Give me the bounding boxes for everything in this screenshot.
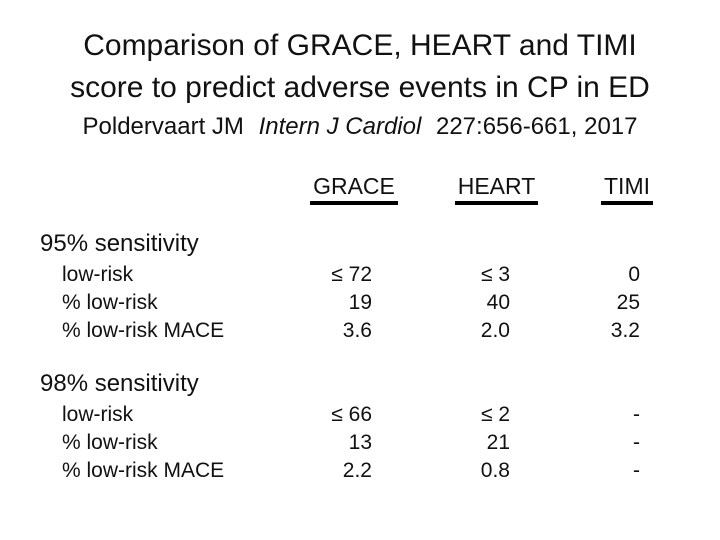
cell-heart: 21 — [486, 431, 510, 454]
column-header-heart: HEART — [453, 173, 540, 205]
section-heading-95-sensitivity: 95% sensitivity — [40, 230, 199, 257]
row-label: % low-risk MACE — [62, 459, 225, 482]
column-header-timi: TIMI — [594, 173, 660, 205]
column-header-heart-label: HEART — [454, 173, 539, 205]
cell-grace: 19 — [348, 291, 372, 314]
cell-grace: 2.2 — [342, 459, 372, 482]
slide-title: Comparison of GRACE, HEART and TIMI scor… — [0, 25, 720, 109]
citation-journal: Intern J Cardiol — [258, 113, 422, 140]
cell-heart: 0.8 — [480, 459, 510, 482]
cell-heart: 2.0 — [480, 319, 510, 342]
cell-timi: - — [633, 431, 640, 454]
row-label: % low-risk — [62, 431, 158, 454]
cell-grace: 13 — [348, 431, 372, 454]
section-heading-98-sensitivity: 98% sensitivity — [40, 370, 199, 397]
citation: Poldervaart JM Intern J Cardiol 227:656-… — [0, 111, 720, 143]
cell-timi: - — [633, 403, 640, 426]
cell-grace: 3.6 — [342, 319, 372, 342]
cell-grace: ≤ 66 — [331, 403, 372, 426]
row-label: % low-risk MACE — [62, 319, 225, 342]
title-line-2: score to predict adverse events in CP in… — [70, 71, 650, 104]
column-header-grace: GRACE — [309, 173, 399, 205]
column-header-timi-label: TIMI — [601, 173, 653, 205]
title-line-1: Comparison of GRACE, HEART and TIMI — [83, 29, 637, 62]
table-row: low-risk ≤ 72 ≤ 3 0 — [0, 261, 720, 289]
citation-authors: Poldervaart JM — [82, 113, 244, 140]
table-row: % low-risk MACE 2.2 0.8 - — [0, 457, 720, 485]
row-label: low-risk — [62, 263, 134, 286]
column-header-grace-label: GRACE — [310, 173, 398, 205]
cell-heart: 40 — [486, 291, 510, 314]
cell-timi: 25 — [616, 291, 640, 314]
cell-timi: - — [633, 459, 640, 482]
table-row: % low-risk MACE 3.6 2.0 3.2 — [0, 317, 720, 345]
table-row: low-risk ≤ 66 ≤ 2 - — [0, 401, 720, 429]
cell-grace: ≤ 72 — [331, 263, 372, 286]
table-row: % low-risk 19 40 25 — [0, 289, 720, 317]
table-header-spacer — [40, 173, 255, 205]
cell-timi: 0 — [628, 263, 640, 286]
citation-reference: 227:656-661, 2017 — [435, 113, 638, 140]
table-header-row: GRACE HEART TIMI — [0, 173, 720, 205]
cell-heart: ≤ 3 — [480, 263, 510, 286]
row-label: % low-risk — [62, 291, 158, 314]
cell-timi: 3.2 — [610, 319, 640, 342]
cell-heart: ≤ 2 — [480, 403, 510, 426]
table-row: % low-risk 13 21 - — [0, 429, 720, 457]
row-label: low-risk — [62, 403, 134, 426]
